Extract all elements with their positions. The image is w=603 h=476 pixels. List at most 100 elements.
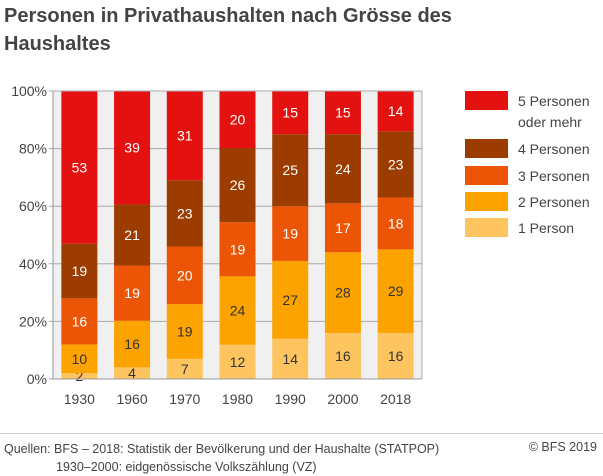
bar-segment: [166, 180, 203, 247]
data-label: 28: [335, 285, 351, 301]
y-tick-label: 80%: [19, 141, 47, 157]
y-tick-label: 20%: [19, 313, 47, 329]
source-line-2: 1930–2000: eidgenössische Volkszählung (…: [56, 460, 317, 474]
data-label: 19: [72, 263, 88, 279]
data-label: 39: [124, 140, 140, 156]
chart-title: Personen in Privathaushalten nach Grösse…: [4, 5, 452, 55]
bar-segment: [219, 344, 256, 379]
y-tick-label: 100%: [11, 83, 47, 99]
bar-segment: [324, 134, 361, 204]
bar-segment: [324, 91, 361, 135]
data-label: 24: [230, 303, 246, 319]
bar-segment: [272, 260, 309, 339]
divider: [0, 433, 603, 434]
bar-segment: [272, 338, 309, 379]
data-label: 15: [282, 105, 298, 121]
data-label: 18: [388, 215, 404, 231]
bar-segment: [272, 206, 309, 261]
data-label: 19: [282, 226, 298, 242]
data-label: 14: [388, 103, 404, 119]
source-note: Quellen: BFS – 2018: Statistik der Bevöl…: [4, 440, 439, 476]
legend-label: 5 Personen: [518, 93, 590, 109]
data-label: 20: [177, 267, 193, 283]
x-tick-label: 1960: [116, 391, 147, 407]
bar-segment: [166, 358, 203, 379]
data-label: 16: [388, 348, 404, 364]
y-tick-label: 60%: [19, 198, 47, 214]
x-tick-label: 1980: [222, 391, 253, 407]
legend-swatch: [465, 192, 508, 211]
y-tick-label: 0%: [27, 371, 47, 387]
legend-swatch: [465, 218, 508, 237]
data-label: 2: [75, 368, 83, 384]
data-label: 12: [230, 354, 246, 370]
stacked-bar-chart: 0% 20% 40% 60% 80% 100% 210 16 19 53 1930 4 16 19 21 39…: [11, 83, 590, 407]
bar-segment: [272, 91, 309, 135]
data-label: 10: [72, 351, 88, 367]
data-label: 31: [177, 128, 193, 144]
bar-segment: [114, 265, 151, 321]
data-label: 15: [335, 105, 351, 121]
data-label: 26: [230, 177, 246, 193]
data-label: 27: [282, 292, 298, 308]
bar-segment: [324, 332, 361, 379]
x-tick-label: 1970: [169, 391, 200, 407]
bar-segment: [166, 91, 203, 181]
bar-segment: [219, 91, 256, 149]
bar-segment: [166, 246, 203, 305]
data-label: 19: [177, 323, 193, 339]
bar-segment: [272, 134, 309, 207]
bar-segment: [377, 197, 414, 250]
bar-segment: [377, 91, 414, 132]
x-tick-label: 2000: [327, 391, 358, 407]
bar-segment: [219, 276, 256, 345]
data-label: 21: [124, 227, 140, 243]
data-label: 53: [72, 159, 88, 175]
bar-segment: [61, 344, 98, 374]
legend-label: 4 Personen: [518, 141, 590, 157]
legend-swatch: [465, 139, 508, 158]
bar-segment: [377, 131, 414, 198]
bar-segment: [61, 373, 98, 379]
legend-label: 2 Personen: [518, 194, 590, 210]
bar-segment: [114, 91, 151, 205]
bar-segment: [114, 204, 151, 266]
x-tick-label: 1930: [64, 391, 95, 407]
x-tick-label: 1990: [275, 391, 306, 407]
data-label: 23: [388, 156, 404, 172]
data-label: 19: [230, 241, 246, 257]
data-label: 14: [282, 351, 298, 367]
data-label: 7: [181, 361, 189, 377]
copyright: © BFS 2019: [528, 440, 597, 454]
data-label: 25: [282, 162, 298, 178]
bar-segment: [166, 304, 203, 359]
data-label: 20: [230, 112, 246, 128]
data-label: 29: [388, 283, 404, 299]
bar-segment: [324, 203, 361, 253]
bar-segment: [219, 148, 256, 223]
bar-segment: [324, 252, 361, 333]
x-tick-label: 2018: [380, 391, 411, 407]
bar-segment: [61, 298, 98, 345]
bar-segment: [61, 91, 98, 244]
legend-label: 1 Person: [518, 220, 574, 236]
bar-segment: [377, 249, 414, 333]
data-label: 17: [335, 220, 351, 236]
bar-segment: [377, 332, 414, 379]
legend-swatch: [465, 91, 508, 110]
bar-segment: [114, 320, 151, 368]
data-label: 4: [128, 365, 136, 381]
data-label: 16: [335, 348, 351, 364]
bar-segment: [219, 222, 256, 277]
bar-segment: [114, 367, 151, 379]
legend-swatch: [465, 166, 508, 185]
data-label: 19: [124, 285, 140, 301]
data-label: 16: [72, 313, 88, 329]
data-label: 16: [124, 336, 140, 352]
y-tick-label: 40%: [19, 256, 47, 272]
source-line-1: Quellen: BFS – 2018: Statistik der Bevöl…: [4, 442, 440, 456]
bar-segment: [61, 243, 98, 299]
data-label: 23: [177, 205, 193, 221]
data-label: 24: [335, 161, 351, 177]
legend-label: 3 Personen: [518, 168, 590, 184]
